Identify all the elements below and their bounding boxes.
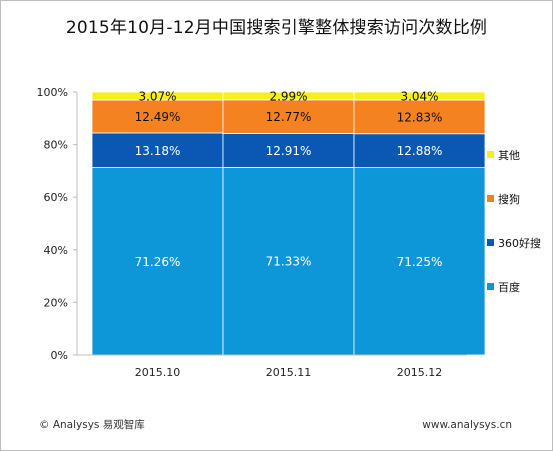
copyright-text: © Analysys 易观智库 bbox=[39, 419, 145, 431]
y-tick-label: 60% bbox=[44, 191, 68, 204]
legend-swatch bbox=[487, 195, 494, 202]
bar-segment bbox=[353, 133, 486, 169]
legend-label: 百度 bbox=[498, 280, 520, 294]
y-tick-label: 40% bbox=[44, 244, 68, 257]
bar-segment bbox=[353, 167, 486, 356]
bar-segment bbox=[222, 133, 355, 168]
data-label: 12.77% bbox=[266, 110, 312, 124]
legend-label: 360好搜 bbox=[498, 236, 541, 250]
bar-segment bbox=[91, 132, 224, 168]
data-label: 3.04% bbox=[400, 89, 438, 103]
legend-label: 搜狗 bbox=[498, 192, 520, 206]
y-tick-label: 80% bbox=[44, 139, 68, 152]
bar-segment bbox=[91, 99, 224, 134]
data-label: 71.25% bbox=[397, 255, 443, 269]
y-tick-label: 20% bbox=[44, 296, 68, 309]
bar-segment bbox=[222, 99, 355, 134]
data-label: 12.83% bbox=[397, 110, 443, 124]
data-label: 2.99% bbox=[269, 89, 307, 103]
legend-label: 其他 bbox=[498, 149, 520, 162]
y-tick-label: 100% bbox=[37, 86, 68, 99]
data-label: 71.33% bbox=[266, 255, 312, 269]
x-tick-label: 2015.10 bbox=[135, 366, 181, 379]
data-label: 71.26% bbox=[135, 255, 181, 269]
data-label: 3.07% bbox=[138, 90, 176, 104]
data-label: 13.18% bbox=[135, 144, 181, 158]
chart-title: 2015年10月-12月中国搜索引擎整体搜索访问次数比例 bbox=[65, 18, 488, 38]
x-tick-label: 2015.12 bbox=[397, 366, 443, 379]
website-link[interactable]: www.analysys.cn bbox=[422, 419, 512, 431]
data-label: 12.49% bbox=[135, 110, 181, 124]
bar-segment bbox=[353, 91, 486, 101]
data-label: 12.91% bbox=[266, 144, 312, 158]
data-label: 12.88% bbox=[397, 144, 443, 158]
y-tick-label: 0% bbox=[51, 349, 68, 362]
legend-swatch bbox=[487, 151, 494, 158]
x-tick-label: 2015.11 bbox=[266, 366, 312, 379]
legend-swatch bbox=[487, 283, 494, 290]
legend-swatch bbox=[487, 239, 494, 246]
bar-segment bbox=[222, 167, 355, 356]
